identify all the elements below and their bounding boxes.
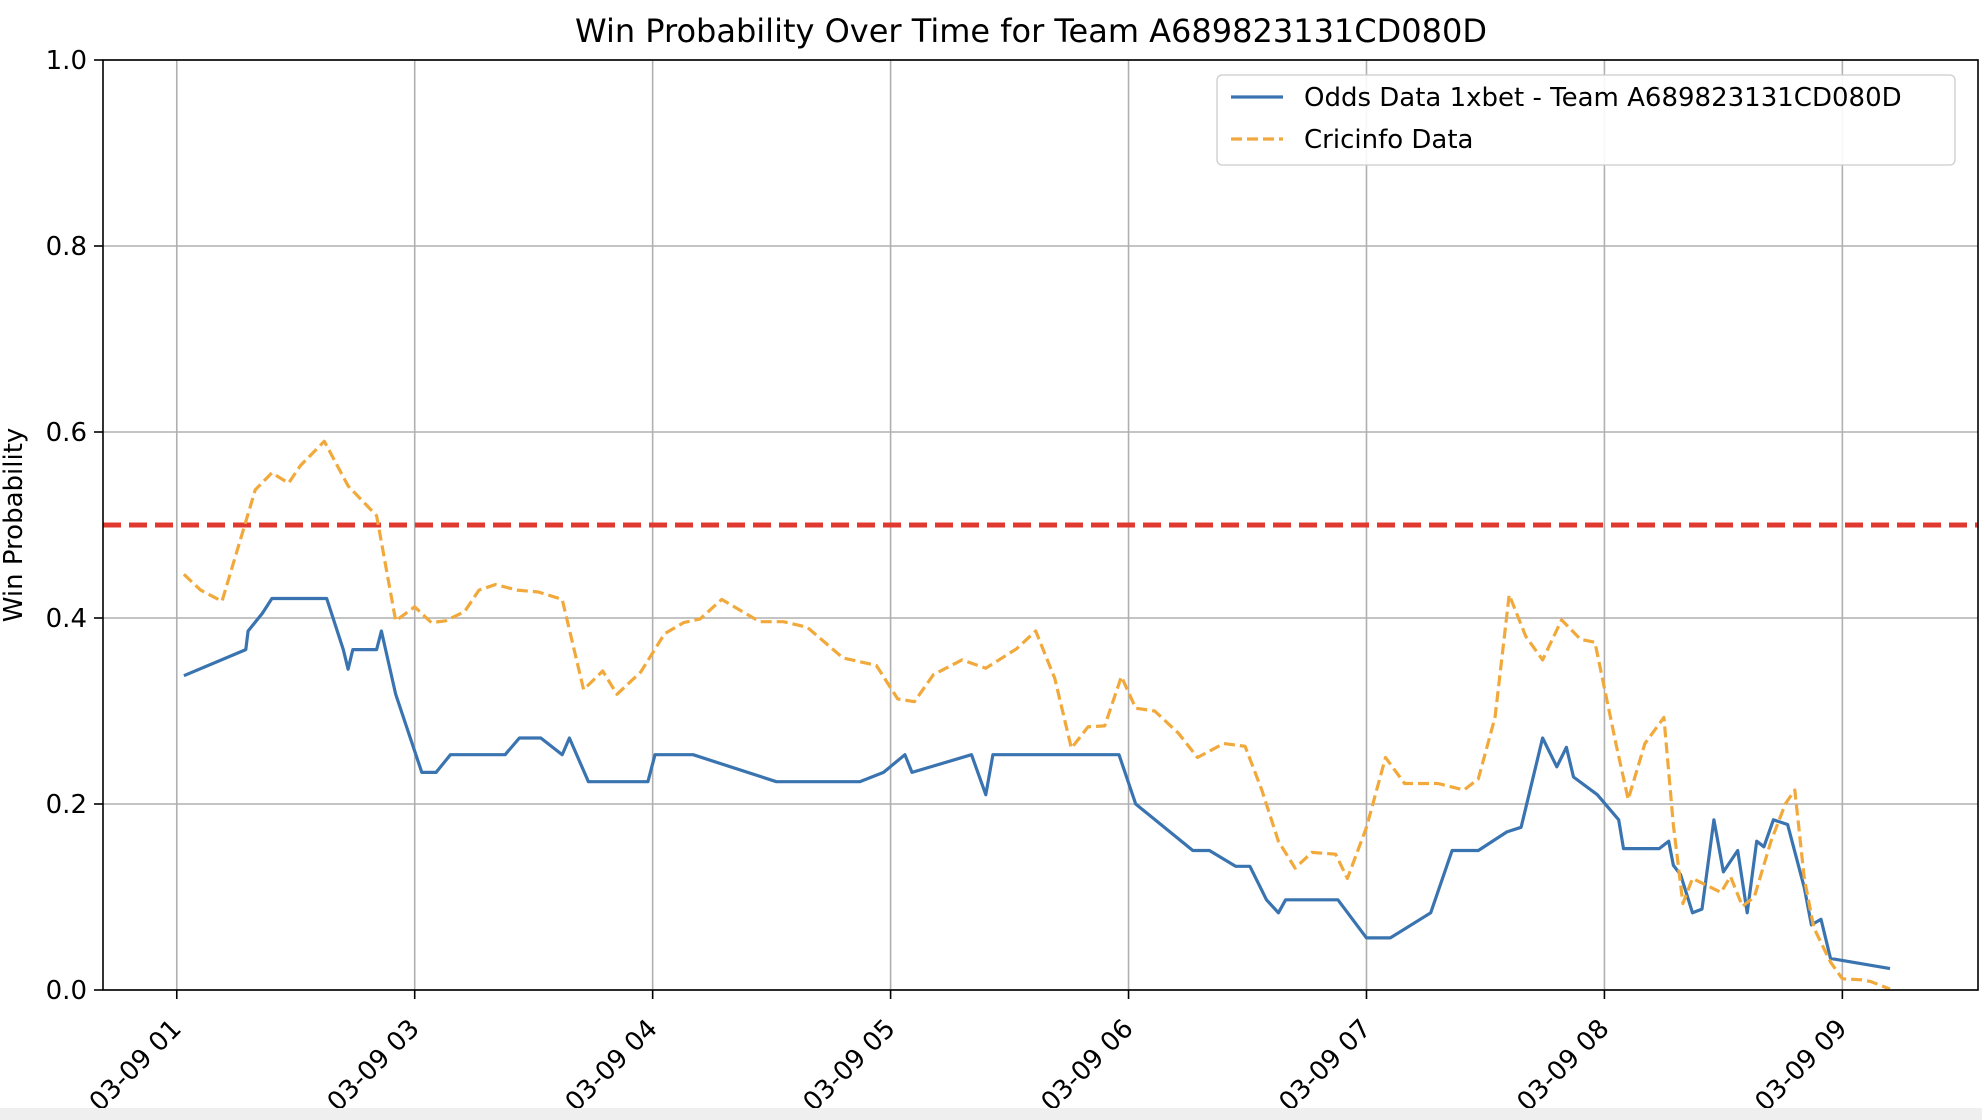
- y-tick-label: 0.2: [46, 790, 87, 820]
- y-axis-ticks: 0.0 0.2 0.4 0.6 0.8 1.0: [46, 46, 103, 1006]
- series-group: [182, 439, 1891, 991]
- legend-label-cricinfo: Cricinfo Data: [1304, 125, 1473, 155]
- y-tick-label: 0.8: [46, 232, 87, 262]
- x-tick-label: 03-09 05: [798, 1014, 902, 1118]
- legend: Odds Data 1xbet - Team A689823131CD080D …: [1216, 74, 1956, 166]
- x-tick-label: 03-09 03: [322, 1014, 426, 1118]
- legend-label-odds: Odds Data 1xbet - Team A689823131CD080D: [1304, 83, 1902, 113]
- x-tick-label: 03-09 09: [1749, 1014, 1853, 1118]
- y-axis-title: Win Probability: [0, 428, 29, 623]
- x-tick-label: 03-09 01: [84, 1014, 188, 1118]
- y-tick-label: 0.4: [46, 604, 87, 634]
- x-tick-label: 03-09 08: [1511, 1014, 1615, 1118]
- y-tick-label: 0.6: [46, 418, 87, 448]
- x-axis-ticks: 03-09 01 03-09 03 03-09 04 03-09 05 03-09 06…: [84, 990, 1853, 1118]
- x-tick-label: 03-09 06: [1036, 1014, 1140, 1118]
- legend-box: [1216, 74, 1956, 166]
- plot-frame: [102, 59, 1979, 991]
- series-line-odds: [183, 596, 1891, 971]
- bottom-strip: [0, 1108, 1982, 1120]
- x-tick-label: 03-09 07: [1274, 1014, 1378, 1118]
- y-tick-label: 1.0: [46, 46, 87, 76]
- chart-title: Win Probability Over Time for Team A6898…: [575, 12, 1487, 50]
- series-line-cricinfo: [182, 439, 1891, 991]
- y-tick-label: 0.0: [46, 976, 87, 1006]
- x-tick-label: 03-09 04: [560, 1014, 664, 1118]
